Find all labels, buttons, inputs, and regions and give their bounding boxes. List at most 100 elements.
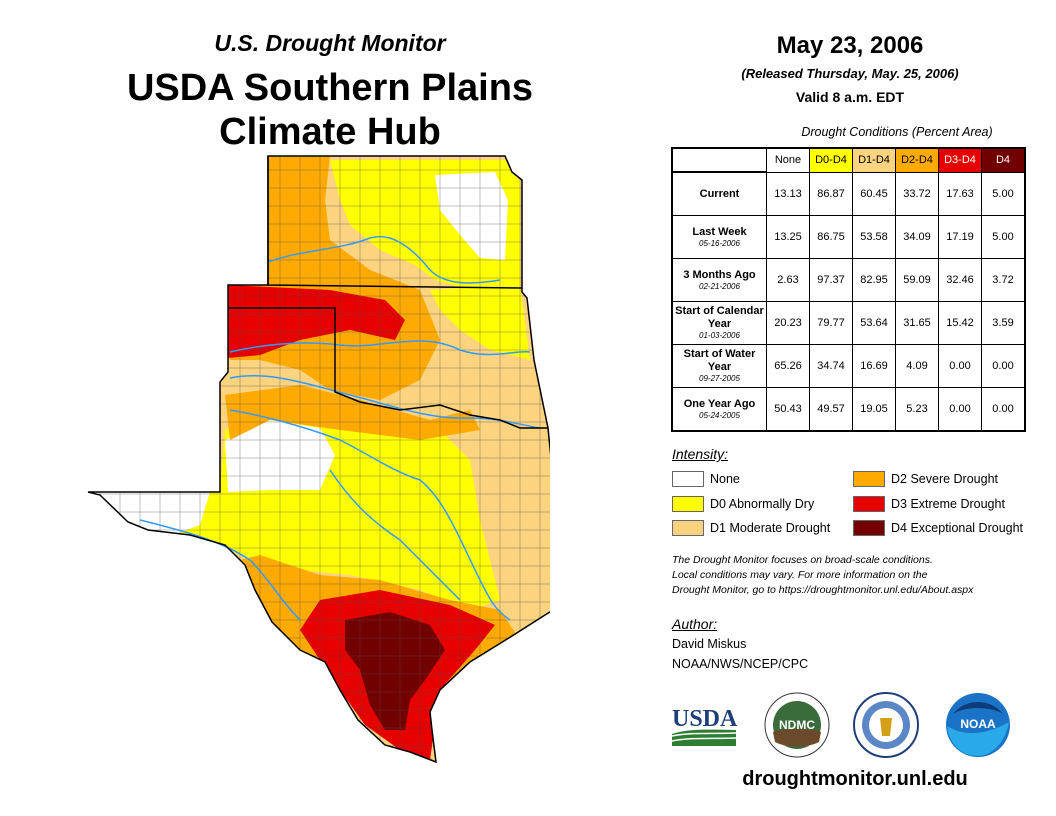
legend-item-d0: D0 Abnormally Dry — [672, 496, 814, 512]
author-name: David Miskus — [672, 637, 747, 651]
table-header-row: None D0-D4 D1-D4 D2-D4 D3-D4 D4 — [672, 147, 1026, 173]
cell-value: 17.63 — [938, 171, 982, 216]
map-date: May 23, 2006 — [776, 32, 924, 59]
cell-value: 31.65 — [895, 301, 939, 345]
d3-area-north — [228, 285, 405, 358]
cell-value: 19.05 — [852, 387, 896, 432]
col-header-d4: D4 — [981, 147, 1026, 173]
legend-title: Intensity: — [672, 446, 729, 462]
cell-value: 3.59 — [981, 301, 1026, 345]
legend-item-d3: D3 Extreme Drought — [853, 496, 1005, 512]
row-label: One Year Ago 05-24-2005 — [671, 387, 767, 432]
row-label: Start of Calendar Year 01-03-2006 — [671, 301, 767, 345]
title-line-2: Climate Hub — [219, 111, 441, 153]
legend-item-d1: D1 Moderate Drought — [672, 520, 830, 536]
cell-value: 53.58 — [852, 215, 896, 259]
row-date: 05-16-2006 — [699, 238, 740, 248]
col-header-d2-d4: D2-D4 — [895, 147, 939, 173]
legend-label: D4 Exceptional Drought — [891, 521, 1024, 535]
footer-url-link[interactable]: droughtmonitor.unl.edu — [742, 768, 968, 790]
row-label: Last Week 05-16-2006 — [671, 215, 767, 259]
usda-logo-text: USDA — [672, 706, 738, 732]
legend-label: D0 Abnormally Dry — [710, 497, 815, 511]
col-header-none: None — [766, 147, 810, 173]
legend-swatch — [672, 520, 704, 536]
cell-value: 0.00 — [981, 344, 1026, 388]
cell-value: 0.00 — [938, 387, 982, 432]
legend-item-d4: D4 Exceptional Drought — [853, 520, 1023, 536]
legend-swatch — [853, 520, 885, 536]
cell-value: 34.74 — [809, 344, 853, 388]
col-header-d0-d4: D0-D4 — [809, 147, 853, 173]
cell-value: 60.45 — [852, 171, 896, 216]
note-line[interactable]: Drought Monitor, go to https://droughtmo… — [672, 584, 974, 596]
ndmc-logo[interactable]: NDMC — [764, 692, 830, 758]
cell-value: 49.57 — [809, 387, 853, 432]
map-title: USDA Southern Plains Climate Hub — [60, 66, 600, 154]
legend-swatch — [672, 496, 704, 512]
col-header-d3-d4: D3-D4 — [938, 147, 982, 173]
cell-value: 86.87 — [809, 171, 853, 216]
cell-value: 5.23 — [895, 387, 939, 432]
table-row: Current 13.13 86.87 60.45 33.72 17.63 5.… — [671, 171, 1026, 216]
cell-value: 33.72 — [895, 171, 939, 216]
cell-value: 65.26 — [766, 344, 810, 388]
cell-value: 2.63 — [766, 258, 810, 302]
cell-value: 0.00 — [981, 387, 1026, 432]
cell-value: 32.46 — [938, 258, 982, 302]
cell-value: 13.13 — [766, 171, 810, 216]
noaa-logo[interactable]: NOAA — [945, 692, 1011, 758]
cell-value: 5.00 — [981, 215, 1026, 259]
ndmc-logo-text: NDMC — [779, 718, 815, 732]
author-heading: Author: — [672, 616, 718, 632]
eagle-shield-icon — [880, 718, 892, 736]
cell-value: 4.09 — [895, 344, 939, 388]
disclaimer-note: The Drought Monitor focuses on broad-sca… — [672, 553, 1042, 598]
usda-logo[interactable]: USDA — [670, 700, 740, 750]
cell-value: 79.77 — [809, 301, 853, 345]
map-subtitle: U.S. Drought Monitor — [214, 30, 446, 56]
legend-item-d2: D2 Severe Drought — [853, 471, 998, 487]
note-line: Local conditions may vary. For more info… — [672, 569, 928, 581]
legend-swatch — [853, 471, 885, 487]
row-date: 02-21-2006 — [699, 281, 740, 291]
cell-value: 86.75 — [809, 215, 853, 259]
cell-value: 97.37 — [809, 258, 853, 302]
row-label: Start of Water Year 09-27-2005 — [671, 344, 767, 388]
row-date: 09-27-2005 — [699, 374, 740, 383]
rivers — [139, 235, 541, 621]
drought-areas — [88, 156, 550, 762]
legend-swatch — [672, 471, 704, 487]
col-header-d1-d4: D1-D4 — [852, 147, 896, 173]
table-caption: Drought Conditions (Percent Area) — [801, 125, 993, 139]
noaa-logo-text: NOAA — [960, 717, 996, 731]
author-org: NOAA/NWS/NCEP/CPC — [672, 657, 809, 671]
cell-value: 20.23 — [766, 301, 810, 345]
table-row: Start of Water Year 09-27-2005 65.26 34.7… — [671, 344, 1026, 388]
legend-swatch — [853, 496, 885, 512]
row-label: Current — [671, 171, 767, 216]
cell-value: 0.00 — [938, 344, 982, 388]
table-row: 3 Months Ago 02-21-2006 2.63 97.37 82.95 … — [671, 258, 1026, 302]
table-row: Last Week 05-16-2006 13.25 86.75 53.58 34… — [671, 215, 1026, 259]
table-row: One Year Ago 05-24-2005 50.43 49.57 19.05… — [671, 387, 1026, 432]
cell-value: 59.09 — [895, 258, 939, 302]
cell-value: 13.25 — [766, 215, 810, 259]
table-corner — [672, 148, 767, 173]
cell-value: 82.95 — [852, 258, 896, 302]
drought-conditions-table: None D0-D4 D1-D4 D2-D4 D3-D4 D4 Current … — [671, 147, 1026, 432]
cell-value: 15.42 — [938, 301, 982, 345]
cell-value: 3.72 — [981, 258, 1026, 302]
legend-item-none: None — [672, 471, 740, 487]
doc-seal-logo[interactable] — [853, 692, 919, 758]
legend-label: None — [710, 472, 740, 486]
legend-label: D2 Severe Drought — [891, 472, 999, 486]
cell-value: 16.69 — [852, 344, 896, 388]
cell-value: 53.64 — [852, 301, 896, 345]
legend-label: D3 Extreme Drought — [891, 497, 1005, 511]
none-area-kansas — [435, 172, 508, 260]
row-date: 05-24-2005 — [699, 410, 740, 420]
drought-map[interactable] — [80, 150, 550, 775]
d2-area-redriver — [225, 385, 480, 440]
table-row: Start of Calendar Year 01-03-2006 20.23 7… — [671, 301, 1026, 345]
